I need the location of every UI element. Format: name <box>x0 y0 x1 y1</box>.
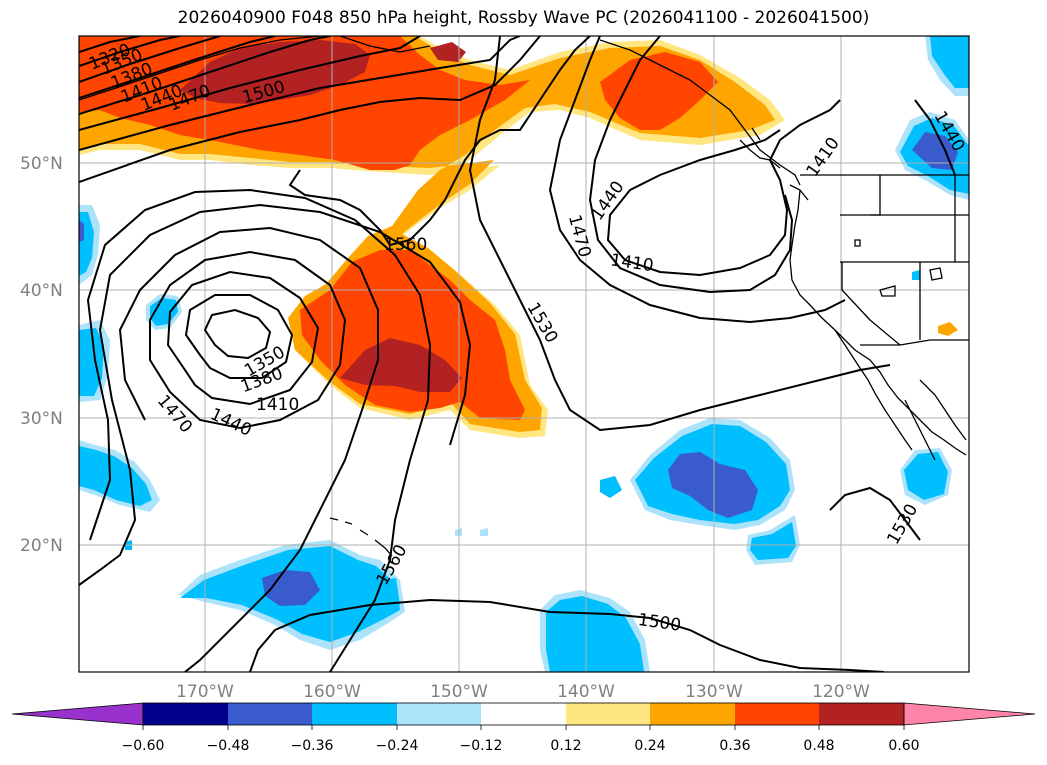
contour-1410 <box>79 36 276 99</box>
contour-1440 <box>79 36 331 115</box>
colorbar-label-9: 0.60 <box>888 738 919 754</box>
colorbar-label-4: −0.12 <box>460 738 503 754</box>
coastline-alaska-aleutians <box>79 36 431 101</box>
contour-1530-north <box>79 36 541 183</box>
lake-2 <box>929 267 943 281</box>
contour-1500-south <box>249 598 885 672</box>
negative-anomaly-small-6 <box>480 528 488 536</box>
lon-label-170w: 170°W <box>176 682 234 702</box>
colorbar-extend-min <box>11 702 144 726</box>
graticule <box>79 36 969 672</box>
lon-label-120w: 120°W <box>812 682 870 702</box>
contour-1560 <box>288 36 591 247</box>
colorbar-frame <box>142 702 905 726</box>
map-frame <box>78 35 970 673</box>
negative-anomaly-small-4 <box>912 270 920 280</box>
contour-1530-west <box>79 203 472 586</box>
longitude-labels: 170°W 160°W 150°W 140°W 130°W 120°W <box>176 682 870 702</box>
negative-anomaly-small-1 <box>600 476 622 498</box>
contour-1440-east <box>588 36 794 294</box>
colorbar-segment-8 <box>735 703 819 725</box>
contour-1440-ne <box>914 99 956 176</box>
lon-label-140w: 140°W <box>557 682 615 702</box>
coastline-alaska-panhandle <box>599 39 801 186</box>
contour-1380 <box>79 36 221 83</box>
colorbar-segment-5 <box>481 703 566 725</box>
colorbar-label-1: −0.48 <box>207 738 250 754</box>
negative-anomaly-ne-dark <box>912 132 958 170</box>
positive-anomaly-south-dark <box>340 338 462 392</box>
lat-label-20n: 20°N <box>20 536 63 556</box>
contour-1410-east <box>606 99 841 277</box>
colorbar-label-3: −0.24 <box>376 738 419 754</box>
colorbar-label-0: −0.60 <box>122 738 165 754</box>
positive-anomaly-small-dark <box>430 42 466 62</box>
contour-1350 <box>79 36 181 67</box>
colorbar-label-6: 0.24 <box>634 738 665 754</box>
colorbar-label-2: −0.36 <box>291 738 334 754</box>
coastline-us-west <box>789 189 967 456</box>
colorbar-extend-max <box>903 702 1036 726</box>
contour-1320 <box>79 36 141 53</box>
negative-anomaly-ne-top-blue <box>930 36 969 88</box>
lat-label-50n: 50°N <box>20 154 63 174</box>
negative-anomaly-mexico-blue <box>904 452 948 500</box>
positive-anomaly-pacnw-red <box>600 52 718 130</box>
colorbar-segment-7 <box>650 703 735 725</box>
colorbar-label-8: 0.48 <box>803 738 834 754</box>
negative-anomaly-small-3 <box>345 594 362 635</box>
contour-1500-north <box>79 36 521 151</box>
lake-3 <box>854 239 861 247</box>
contour-label-1560: 1560 <box>384 235 427 255</box>
map-title: 2026040900 F048 850 hPa height, Rossby W… <box>177 8 870 28</box>
lon-label-160w: 160°W <box>303 682 361 702</box>
lat-label-40n: 40°N <box>20 281 63 301</box>
contour-low-1380 <box>184 294 294 379</box>
negative-anomaly-west-mid-blue <box>79 328 104 396</box>
negative-anomaly-east-center-dark <box>668 452 758 518</box>
lon-label-150w: 150°W <box>430 682 488 702</box>
contour-low-1470 <box>118 226 379 672</box>
contour-1470-east <box>548 36 846 324</box>
lon-label-130w: 130°W <box>685 682 743 702</box>
negative-anomaly-small-mid-blue <box>150 298 178 326</box>
colorbar-segment-2 <box>228 703 312 725</box>
coastline-baja <box>834 329 936 461</box>
border-us-mexico <box>860 339 969 346</box>
lat-label-30n: 30°N <box>20 409 63 429</box>
height-contours <box>79 36 956 672</box>
border-state-6 <box>841 262 901 346</box>
coastlines <box>79 36 969 557</box>
negative-anomaly-hawaii-dark <box>262 570 320 606</box>
coastline-mexico-mainland <box>919 379 967 441</box>
contour-1530-center <box>468 36 891 432</box>
contour-label-1410-low: 1410 <box>256 395 299 415</box>
lake-1 <box>879 285 896 297</box>
hawaii-islands <box>329 517 393 557</box>
colorbar-segment-1 <box>143 703 228 725</box>
contour-1530-se <box>829 486 921 541</box>
positive-anomaly-north-band-red <box>79 36 530 170</box>
latitude-labels: 50°N 40°N 30°N 20°N <box>20 154 63 556</box>
contour-low-1440 <box>149 250 347 430</box>
contour-low-1350 <box>203 308 272 360</box>
colorbar-segment-6 <box>566 703 650 725</box>
colorbar-label-5: 0.12 <box>550 738 581 754</box>
positive-anomaly-baja-spot <box>938 322 958 336</box>
colorbar-label-7: 0.36 <box>719 738 750 754</box>
colorbar-segment-3 <box>312 703 397 725</box>
contour-low-1410 <box>166 270 320 406</box>
contour-1470 <box>79 36 421 131</box>
colorbar-segment-9 <box>819 703 904 725</box>
negative-anomaly-se-small-blue <box>750 522 796 560</box>
negative-anomaly-west-low-blue <box>79 446 152 506</box>
colorbar-segment-4 <box>397 703 481 725</box>
colorbar: −0.60 −0.48 −0.36 −0.24 −0.12 0.12 0.24 … <box>11 702 1036 754</box>
contour-low-1500 <box>86 188 432 672</box>
negative-anomaly-west-dot <box>79 220 84 242</box>
colorbar-ticks <box>142 725 905 730</box>
